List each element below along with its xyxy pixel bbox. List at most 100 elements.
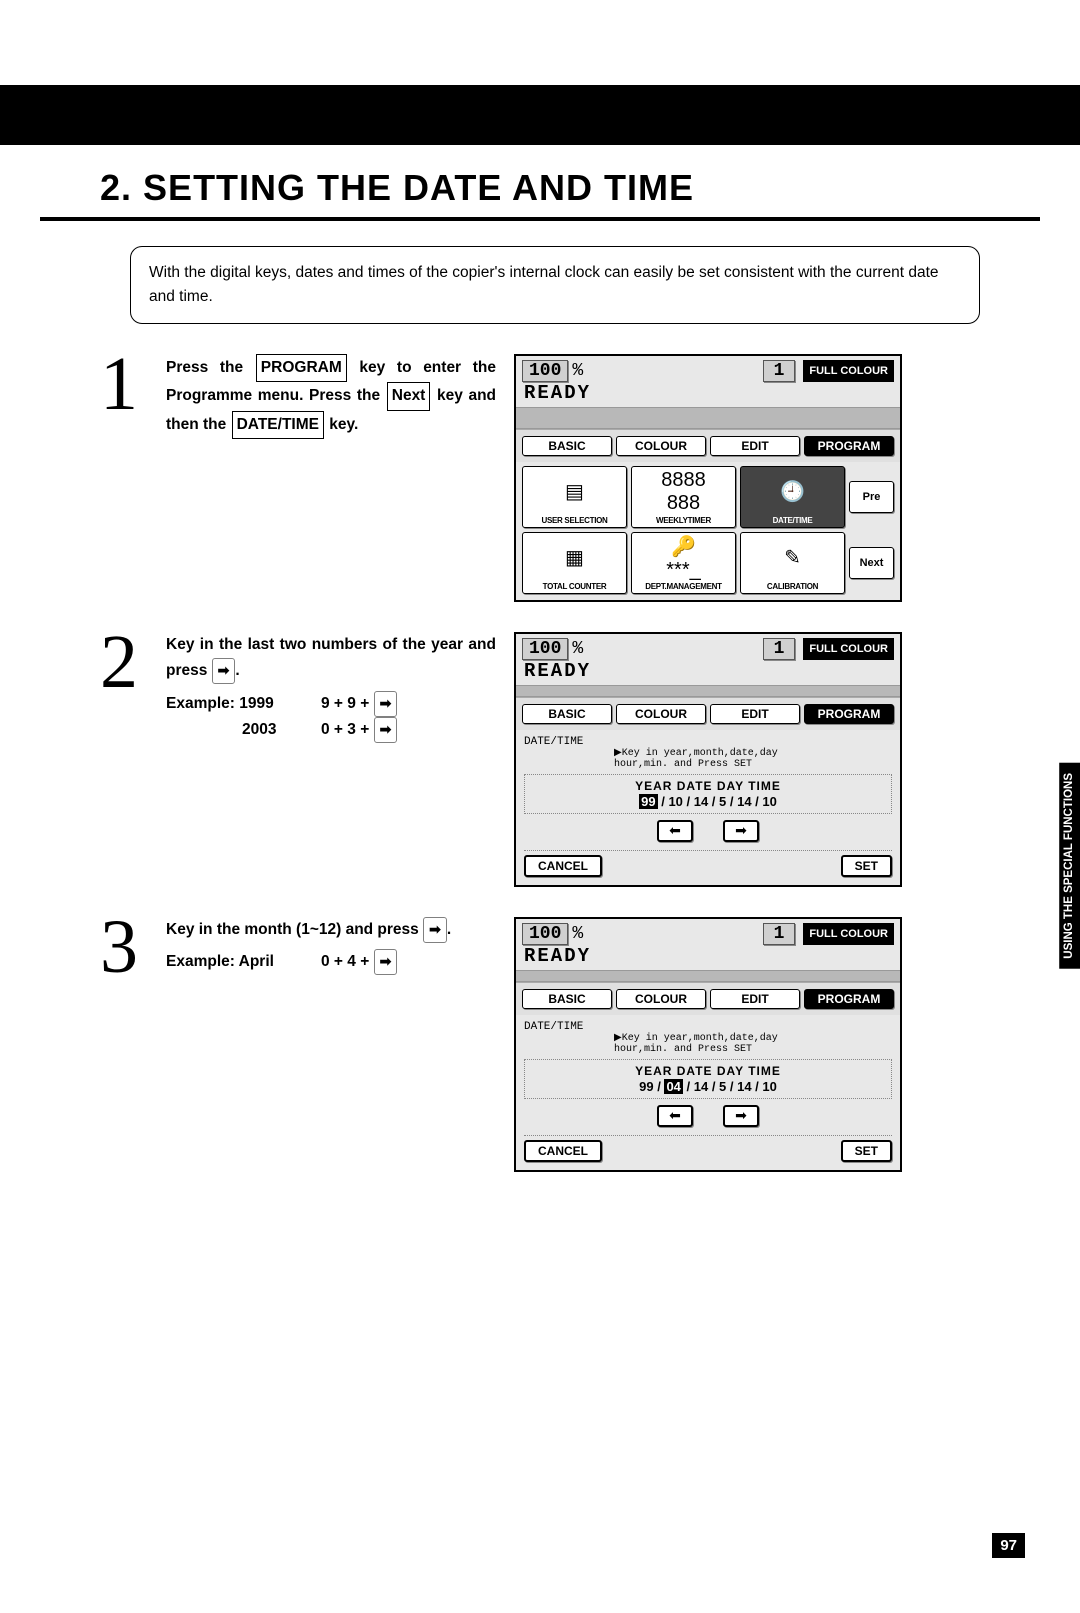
- example2-keys: 0 + 3 +: [321, 721, 374, 738]
- tab-edit[interactable]: EDIT: [710, 436, 800, 456]
- program-key: PROGRAM: [256, 354, 347, 382]
- tab-basic[interactable]: BASIC: [522, 436, 612, 456]
- counter-icon: ▦: [565, 533, 584, 582]
- ready-status: READY: [516, 660, 900, 685]
- full-colour-badge: FULL COLOUR: [803, 360, 894, 382]
- dt-labels: YEAR DATE DAY TIME: [533, 779, 883, 793]
- cell-weeklytimer[interactable]: 8888888WEEKLYTIMER: [631, 466, 736, 528]
- step-3-number: 3: [100, 917, 148, 1172]
- user-selection-icon: ▤: [565, 467, 584, 516]
- datetime-label: DATE/TIME: [773, 516, 813, 525]
- screen-1: 100 % 1 FULL COLOUR READY BASIC COLOUR E…: [514, 354, 902, 602]
- cell-total-counter[interactable]: ▦TOTAL COUNTER: [522, 532, 627, 594]
- step-2-number: 2: [100, 632, 148, 887]
- dt-values: 99 / 04 / 14 / 5 / 14 / 10: [533, 1079, 883, 1094]
- tab-row: BASIC COLOUR EDIT PROGRAM: [516, 982, 900, 1015]
- full-colour-badge: FULL COLOUR: [803, 638, 894, 660]
- step3-post: .: [447, 921, 451, 938]
- step-3: 3 Key in the month (1~12) and press ➡. E…: [100, 917, 980, 1172]
- pre-button[interactable]: Pre: [849, 481, 894, 513]
- right-arrow-button[interactable]: ➡: [723, 1105, 759, 1127]
- total-counter-label: TOTAL COUNTER: [543, 582, 607, 591]
- tab-program[interactable]: PROGRAM: [804, 989, 894, 1009]
- screen-2: 100 % 1 FULL COLOUR READY BASIC COLOUR E…: [514, 632, 902, 887]
- tab-edit[interactable]: EDIT: [710, 704, 800, 724]
- tab-basic[interactable]: BASIC: [522, 704, 612, 724]
- weeklytimer-label: WEEKLYTIMER: [656, 516, 711, 525]
- datetime-key: DATE/TIME: [232, 411, 324, 439]
- calibration-label: CALIBRATION: [767, 582, 818, 591]
- tab-program[interactable]: PROGRAM: [804, 704, 894, 724]
- arrow-right-key: ➡: [212, 658, 236, 684]
- left-arrow-button[interactable]: ⬅: [657, 820, 693, 842]
- step2-post: .: [235, 662, 239, 679]
- cell-calibration[interactable]: ✎CALIBRATION: [740, 532, 845, 594]
- tab-basic[interactable]: BASIC: [522, 989, 612, 1009]
- example3-keys: 0 + 4 +: [321, 953, 374, 970]
- dt-values: 99 / 10 / 14 / 5 / 14 / 10: [533, 794, 883, 809]
- cell-user-selection[interactable]: ▤USER SELECTION: [522, 466, 627, 528]
- step-2-text: Key in the last two numbers of the year …: [166, 632, 496, 887]
- dark-strip: [516, 407, 900, 429]
- weeklytimer-icon: 8888888: [661, 467, 706, 516]
- arrow-right-key: ➡: [374, 717, 398, 743]
- percent-display: 100: [522, 360, 568, 382]
- example1-keys: 9 + 9 +: [321, 695, 374, 712]
- tab-colour[interactable]: COLOUR: [616, 704, 706, 724]
- page-number: 97: [992, 1533, 1025, 1558]
- cell-dept-management[interactable]: 🔑***_DEPT.MANAGEMENT: [631, 532, 736, 594]
- percent-sign: %: [572, 639, 583, 659]
- example-label: Example:: [166, 695, 235, 712]
- dt-hint1: ▶Key in year,month,date,day: [614, 1033, 892, 1044]
- step1-post: key.: [325, 416, 358, 433]
- tab-colour[interactable]: COLOUR: [616, 989, 706, 1009]
- arrow-row: ⬅ ➡: [524, 1105, 892, 1127]
- dt-breadcrumb: DATE/TIME: [524, 736, 583, 748]
- step3-example: Example: April 0 + 4 + ➡: [166, 949, 496, 975]
- next-button[interactable]: Next: [849, 547, 894, 579]
- side-tab: USING THE SPECIAL FUNCTIONS: [1059, 763, 1080, 969]
- set-button[interactable]: SET: [841, 1140, 892, 1162]
- ready-status: READY: [516, 945, 900, 970]
- dark-strip: [516, 685, 900, 697]
- step-2: 2 Key in the last two numbers of the yea…: [100, 632, 980, 887]
- dt-hint2: hour,min. and Press SET: [614, 759, 892, 770]
- tab-edit[interactable]: EDIT: [710, 989, 800, 1009]
- example3-label: Example: April: [166, 949, 321, 975]
- section-title-text: SETTING THE DATE AND TIME: [143, 167, 694, 208]
- program-menu: ▤USER SELECTION 8888888WEEKLYTIMER 🕘DATE…: [516, 462, 900, 600]
- cell-datetime[interactable]: 🕘DATE/TIME: [740, 466, 845, 528]
- next-key: Next: [387, 382, 431, 410]
- tab-program[interactable]: PROGRAM: [804, 436, 894, 456]
- right-arrow-button[interactable]: ➡: [723, 820, 759, 842]
- step-1-text: Press the PROGRAM key to enter the Progr…: [166, 354, 496, 602]
- datetime-body: DATE/TIME ▶Key in year,month,date,day ho…: [516, 1015, 900, 1170]
- dt-fields: YEAR DATE DAY TIME 99 / 04 / 14 / 5 / 14…: [524, 1059, 892, 1099]
- title-underline: [40, 217, 1040, 221]
- dt-fields: YEAR DATE DAY TIME 99 / 10 / 14 / 5 / 14…: [524, 774, 892, 814]
- set-button[interactable]: SET: [841, 855, 892, 877]
- percent-sign: %: [572, 924, 583, 944]
- screen-3: 100 % 1 FULL COLOUR READY BASIC COLOUR E…: [514, 917, 902, 1172]
- dt-values-rest: / 14 / 5 / 14 / 10: [683, 1079, 777, 1094]
- step-1-number: 1: [100, 354, 148, 602]
- example1-year: 1999: [239, 695, 273, 712]
- full-colour-badge: FULL COLOUR: [803, 923, 894, 945]
- arrow-right-key: ➡: [374, 691, 398, 717]
- dt-labels: YEAR DATE DAY TIME: [533, 1064, 883, 1078]
- percent-display: 100: [522, 923, 568, 945]
- dept-icon: 🔑***_: [666, 533, 700, 582]
- cancel-button[interactable]: CANCEL: [524, 1140, 602, 1162]
- copies-display: 1: [763, 638, 796, 660]
- tab-row: BASIC COLOUR EDIT PROGRAM: [516, 429, 900, 462]
- dt-values-rest: / 10 / 14 / 5 / 14 / 10: [658, 794, 777, 809]
- datetime-body: DATE/TIME ▶Key in year,month,date,day ho…: [516, 730, 900, 885]
- cancel-button[interactable]: CANCEL: [524, 855, 602, 877]
- left-arrow-button[interactable]: ⬅: [657, 1105, 693, 1127]
- arrow-row: ⬅ ➡: [524, 820, 892, 842]
- clock-icon: 🕘: [780, 467, 805, 516]
- section-title: 2. SETTING THE DATE AND TIME: [100, 167, 1080, 209]
- ready-status: READY: [516, 382, 900, 407]
- tab-colour[interactable]: COLOUR: [616, 436, 706, 456]
- copies-display: 1: [763, 923, 796, 945]
